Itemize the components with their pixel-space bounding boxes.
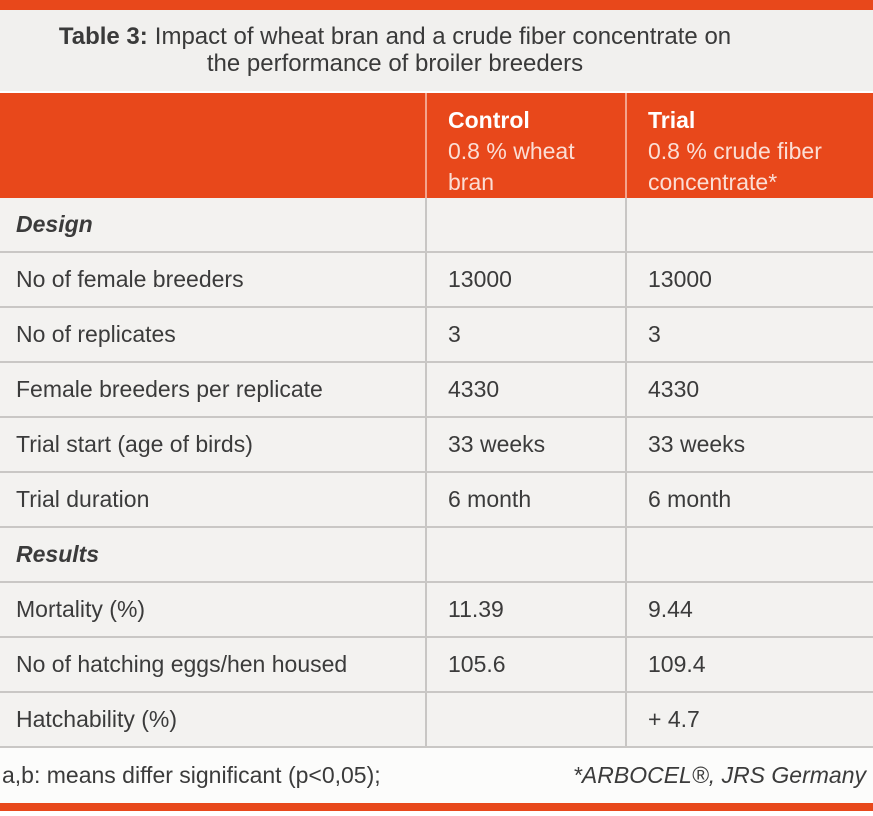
row-label: Mortality (%): [16, 596, 146, 622]
table-title: Table 3: Impact of wheat bran and a crude…: [0, 23, 790, 77]
table-row: No of hatching eggs/hen housed 105.6 109…: [0, 638, 873, 693]
trial-value: [625, 528, 873, 581]
row-label: No of hatching eggs/hen housed: [16, 651, 348, 677]
trial-value: + 4.7: [625, 693, 873, 746]
row-label: Trial start (age of birds): [16, 431, 253, 457]
control-value: 6 month: [425, 473, 625, 526]
top-accent-bar: [0, 0, 873, 10]
trial-value: 3: [625, 308, 873, 361]
table-header-row: Control 0.8 % wheat bran Trial 0.8 % cru…: [0, 93, 873, 198]
trial-value: 13000: [625, 253, 873, 306]
row-label: Trial duration: [16, 486, 150, 512]
header-gap: [0, 91, 873, 93]
row-label: Design: [16, 211, 93, 237]
table-row: Design: [0, 198, 873, 253]
trial-value: 6 month: [625, 473, 873, 526]
control-value: 33 weeks: [425, 418, 625, 471]
table-row: No of female breeders 13000 13000: [0, 253, 873, 308]
control-column-subtitle: 0.8 % wheat bran: [448, 138, 575, 195]
bottom-accent-bar: [0, 803, 873, 811]
table-number-label: Table 3:: [58, 23, 148, 50]
control-value: [425, 693, 625, 746]
header-empty-cell: [0, 93, 425, 198]
table-row: Results: [0, 528, 873, 583]
trial-value: 9.44: [625, 583, 873, 636]
title-text-first-line: Impact of wheat bran and a crude fiber c…: [154, 23, 732, 50]
row-label: No of female breeders: [16, 266, 244, 292]
table-row: Trial start (age of birds) 33 weeks 33 w…: [0, 418, 873, 473]
header-trial-cell: Trial 0.8 % crude fiber concentrate*: [625, 93, 873, 198]
row-label: No of replicates: [16, 321, 176, 347]
control-value: [425, 198, 625, 251]
header-control-cell: Control 0.8 % wheat bran: [425, 93, 625, 198]
title-line-1: Table 3: Impact of wheat bran and a crude…: [0, 23, 790, 50]
control-value: 13000: [425, 253, 625, 306]
arbocel-source-footnote: *ARBOCEL®, JRS Germany: [572, 762, 866, 788]
trial-value: 4330: [625, 363, 873, 416]
table-row: Hatchability (%) + 4.7: [0, 693, 873, 748]
control-column-title: Control: [448, 107, 530, 133]
trial-value: 33 weeks: [625, 418, 873, 471]
row-label: Results: [16, 541, 100, 567]
trial-column-subtitle: 0.8 % crude fiber concentrate*: [648, 138, 822, 195]
row-label: Female breeders per replicate: [16, 376, 323, 402]
table-row: Female breeders per replicate 4330 4330: [0, 363, 873, 418]
trial-value: 109.4: [625, 638, 873, 691]
table-body: Design No of female breeders 13000 13000…: [0, 198, 873, 748]
control-value: [425, 528, 625, 581]
trial-value: [625, 198, 873, 251]
table-title-block: Table 3: Impact of wheat bran and a crude…: [0, 10, 873, 91]
control-value: 4330: [425, 363, 625, 416]
control-value: 3: [425, 308, 625, 361]
title-text-second-line: the performance of broiler breeders: [206, 50, 584, 77]
trial-column-title: Trial: [648, 107, 696, 133]
table-row: Trial duration 6 month 6 month: [0, 473, 873, 528]
control-value: 11.39: [425, 583, 625, 636]
table-row: No of replicates 3 3: [0, 308, 873, 363]
table-row: Mortality (%) 11.39 9.44: [0, 583, 873, 638]
footnotes-row: a,b: means differ significant (p<0,05); …: [0, 748, 873, 803]
significance-footnote: a,b: means differ significant (p<0,05);: [2, 762, 381, 788]
control-value: 105.6: [425, 638, 625, 691]
row-label: Hatchability (%): [16, 706, 178, 732]
